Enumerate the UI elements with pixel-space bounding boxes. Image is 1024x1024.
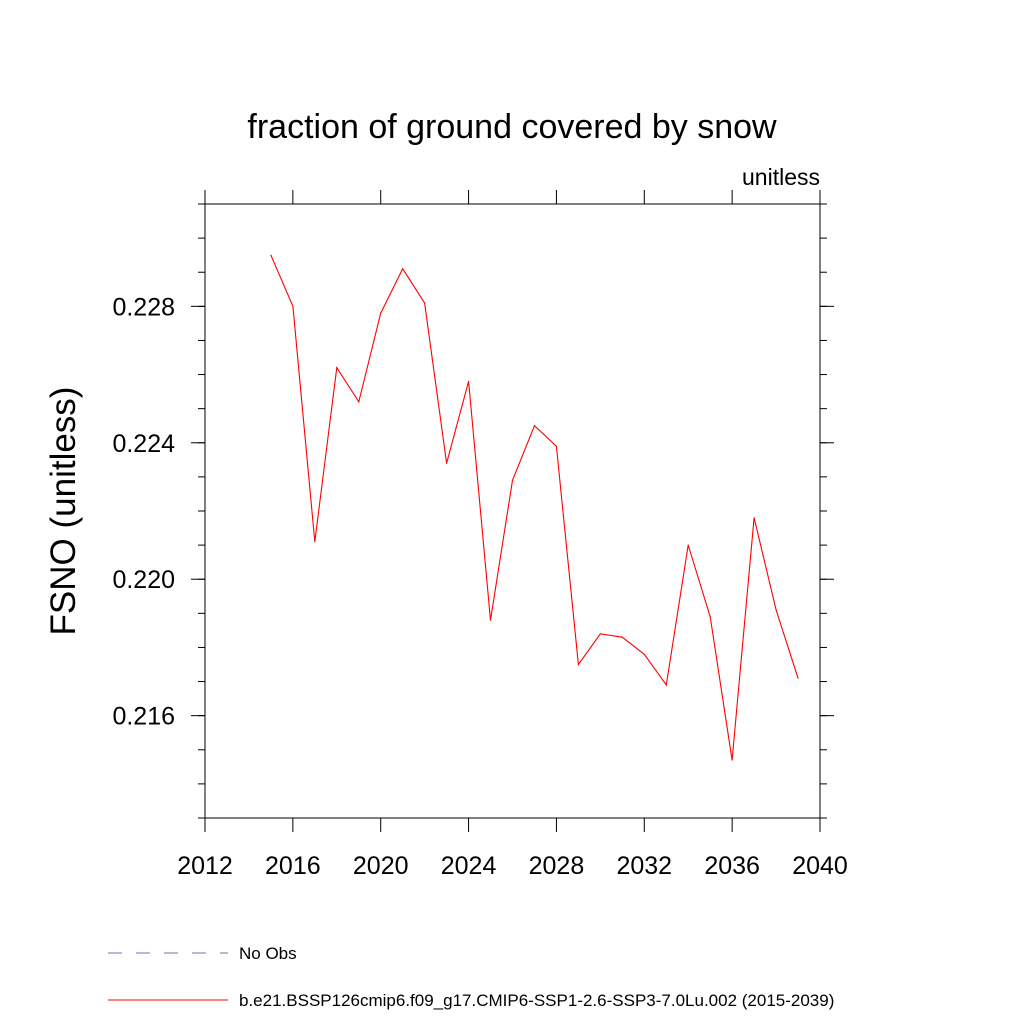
data-point bbox=[314, 541, 316, 543]
data-point bbox=[555, 445, 558, 447]
y-axis-label: FSNO (unitless) bbox=[44, 387, 83, 636]
data-point bbox=[599, 633, 601, 635]
data-point bbox=[643, 653, 645, 655]
legend: No Obs b.e21.BSSP126cmip6.f09_g17.CMIP6-S… bbox=[108, 944, 834, 1010]
data-point bbox=[380, 312, 382, 314]
x-tick-label: 2028 bbox=[529, 852, 585, 880]
data-point bbox=[665, 684, 667, 686]
data-point bbox=[402, 268, 404, 270]
x-tick-label: 2016 bbox=[265, 852, 321, 880]
y-tick-label: 0.224 bbox=[112, 430, 175, 458]
chart-title: fraction of ground covered by snow bbox=[247, 108, 777, 146]
series-layer bbox=[270, 254, 799, 761]
series-line-1 bbox=[270, 254, 799, 761]
data-point bbox=[292, 305, 294, 307]
data-point bbox=[467, 380, 470, 382]
data-point bbox=[424, 302, 426, 304]
plot-frame bbox=[204, 203, 821, 819]
data-point bbox=[731, 759, 733, 761]
data-point bbox=[621, 636, 623, 638]
x-tick-label: 2032 bbox=[616, 852, 672, 880]
data-point bbox=[687, 544, 689, 546]
legend-label-1: b.e21.BSSP126cmip6.f09_g17.CMIP6-SSP1-2.… bbox=[239, 991, 834, 1010]
data-point bbox=[446, 462, 448, 464]
data-point bbox=[797, 677, 799, 679]
x-tick-label: 2020 bbox=[353, 852, 409, 880]
legend-label-0: No Obs bbox=[239, 944, 297, 963]
data-point bbox=[753, 517, 755, 519]
y-tick-label: 0.216 bbox=[112, 703, 175, 731]
y-tick-label: 0.220 bbox=[112, 566, 175, 594]
y-tick-label: 0.228 bbox=[112, 293, 175, 321]
data-point bbox=[336, 367, 338, 369]
ticks-layer: 2012 2016 2020 2024 2028 2032 2036 2040 0.216 0.2… bbox=[112, 190, 848, 880]
data-point bbox=[358, 401, 360, 403]
data-point bbox=[709, 616, 711, 618]
x-tick-label: 2036 bbox=[704, 852, 760, 880]
data-point bbox=[577, 663, 579, 666]
data-point bbox=[533, 425, 536, 427]
x-tick-label: 2040 bbox=[792, 852, 848, 880]
data-point bbox=[511, 479, 514, 481]
x-tick-label: 2012 bbox=[177, 852, 233, 880]
data-point bbox=[775, 609, 777, 611]
data-point bbox=[489, 619, 492, 621]
data-point bbox=[270, 254, 272, 256]
x-tick-label: 2024 bbox=[441, 852, 497, 880]
units-label: unitless bbox=[742, 164, 820, 190]
